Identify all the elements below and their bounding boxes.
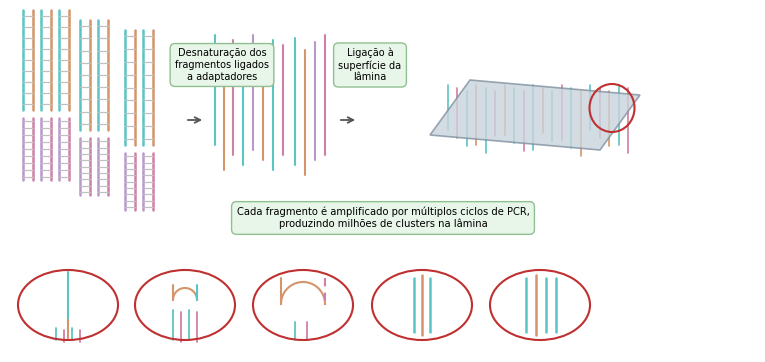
Polygon shape: [430, 80, 640, 150]
Text: Desnaturação dos
fragmentos ligados
a adaptadores: Desnaturação dos fragmentos ligados a ad…: [175, 49, 269, 81]
Text: Cada fragmento é amplificado por múltiplos ciclos de PCR,
produzindo milhões de : Cada fragmento é amplificado por múltipl…: [236, 207, 529, 230]
Text: Ligação à
superfície da
lâmina: Ligação à superfície da lâmina: [338, 48, 402, 82]
